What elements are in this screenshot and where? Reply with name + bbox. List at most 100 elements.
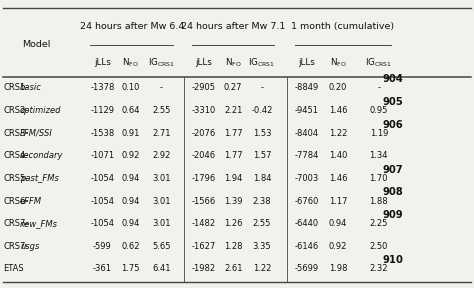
- Text: IG$_{\mathregular{CRS1}}$: IG$_{\mathregular{CRS1}}$: [148, 56, 175, 69]
- Text: -1071: -1071: [90, 151, 114, 160]
- Text: -6146: -6146: [295, 242, 319, 251]
- Text: 0.92: 0.92: [121, 151, 140, 160]
- Text: 909: 909: [383, 210, 403, 220]
- Text: secondary: secondary: [20, 151, 64, 160]
- Text: 0.94: 0.94: [121, 219, 140, 228]
- Text: 1.94: 1.94: [224, 174, 242, 183]
- Text: -1482: -1482: [192, 219, 216, 228]
- Text: 2.71: 2.71: [152, 129, 171, 138]
- Text: 0.64: 0.64: [121, 106, 140, 115]
- Text: 1.26: 1.26: [224, 219, 243, 228]
- Text: 1.98: 1.98: [329, 264, 347, 273]
- Text: CRS1-: CRS1-: [3, 84, 28, 92]
- Text: -5699: -5699: [295, 264, 319, 273]
- Text: 2.25: 2.25: [370, 219, 388, 228]
- Text: IG$_{\mathregular{CRS1}}$: IG$_{\mathregular{CRS1}}$: [365, 56, 392, 69]
- Text: 0.95: 0.95: [370, 106, 388, 115]
- Text: ETAS: ETAS: [3, 264, 24, 273]
- Text: N$_{\mathregular{FO}}$: N$_{\mathregular{FO}}$: [225, 56, 242, 69]
- Text: jLLs: jLLs: [195, 58, 212, 67]
- Text: -1054: -1054: [91, 219, 114, 228]
- Text: 3.01: 3.01: [152, 196, 171, 206]
- Text: 2.92: 2.92: [152, 151, 171, 160]
- Text: past_FMs: past_FMs: [20, 174, 59, 183]
- Text: 1 month (cumulative): 1 month (cumulative): [292, 22, 394, 31]
- Text: CRS7-: CRS7-: [3, 242, 28, 251]
- Text: basic: basic: [20, 84, 42, 92]
- Text: 2.50: 2.50: [370, 242, 388, 251]
- Text: -: -: [377, 84, 380, 92]
- Text: 910: 910: [383, 255, 403, 265]
- Text: -: -: [261, 84, 264, 92]
- Text: -2076: -2076: [192, 129, 216, 138]
- Text: -1054: -1054: [91, 196, 114, 206]
- Text: 0.27: 0.27: [224, 84, 243, 92]
- Text: -8849: -8849: [295, 84, 319, 92]
- Text: 0.92: 0.92: [329, 242, 347, 251]
- Text: usgs: usgs: [20, 242, 39, 251]
- Text: -1129: -1129: [91, 106, 114, 115]
- Text: -7003: -7003: [295, 174, 319, 183]
- Text: 3.01: 3.01: [152, 174, 171, 183]
- Text: N$_{\mathregular{FO}}$: N$_{\mathregular{FO}}$: [122, 56, 139, 69]
- Text: -3310: -3310: [192, 106, 216, 115]
- Text: -361: -361: [93, 264, 112, 273]
- Text: jLLs: jLLs: [299, 58, 315, 67]
- Text: 24 hours after Mw 6.4: 24 hours after Mw 6.4: [80, 22, 184, 31]
- Text: 1.17: 1.17: [329, 196, 347, 206]
- Text: FFM/SSI: FFM/SSI: [20, 129, 53, 138]
- Text: 0.94: 0.94: [121, 196, 140, 206]
- Text: -1796: -1796: [192, 174, 216, 183]
- Text: new_FMs: new_FMs: [20, 219, 58, 228]
- Text: -1538: -1538: [90, 129, 114, 138]
- Text: 0.10: 0.10: [121, 84, 140, 92]
- Text: 6.41: 6.41: [152, 264, 171, 273]
- Text: 2.55: 2.55: [152, 106, 171, 115]
- Text: eFFM: eFFM: [20, 196, 42, 206]
- Text: 2.55: 2.55: [253, 219, 271, 228]
- Text: CRS6-: CRS6-: [3, 196, 28, 206]
- Text: 1.70: 1.70: [370, 174, 388, 183]
- Text: 1.46: 1.46: [329, 106, 347, 115]
- Text: 2.61: 2.61: [224, 264, 243, 273]
- Text: 906: 906: [383, 120, 403, 130]
- Text: 3.35: 3.35: [253, 242, 271, 251]
- Text: jLLs: jLLs: [94, 58, 111, 67]
- Text: N$_{\mathregular{FO}}$: N$_{\mathregular{FO}}$: [330, 56, 346, 69]
- Text: 1.88: 1.88: [369, 196, 388, 206]
- Text: 1.84: 1.84: [253, 174, 271, 183]
- Text: -6760: -6760: [295, 196, 319, 206]
- Text: optimized: optimized: [20, 106, 62, 115]
- Text: 1.77: 1.77: [224, 151, 243, 160]
- Text: 1.46: 1.46: [329, 174, 347, 183]
- Text: 0.94: 0.94: [121, 174, 140, 183]
- Text: 1.22: 1.22: [329, 129, 347, 138]
- Text: 1.53: 1.53: [253, 129, 271, 138]
- Text: 1.22: 1.22: [253, 264, 271, 273]
- Text: 904: 904: [383, 74, 403, 84]
- Text: 0.94: 0.94: [329, 219, 347, 228]
- Text: 0.20: 0.20: [329, 84, 347, 92]
- Text: 24 hours after Mw 7.1: 24 hours after Mw 7.1: [181, 22, 285, 31]
- Text: 1.19: 1.19: [370, 129, 388, 138]
- Text: 3.01: 3.01: [152, 219, 171, 228]
- Text: 1.40: 1.40: [329, 151, 347, 160]
- Text: 905: 905: [383, 97, 403, 107]
- Text: 1.57: 1.57: [253, 151, 271, 160]
- Text: 1.75: 1.75: [121, 264, 140, 273]
- Text: -: -: [160, 84, 163, 92]
- Text: CRS7-: CRS7-: [3, 219, 28, 228]
- Text: CRS3-: CRS3-: [3, 129, 28, 138]
- Text: 2.38: 2.38: [253, 196, 271, 206]
- Text: -0.42: -0.42: [251, 106, 273, 115]
- Text: 0.62: 0.62: [121, 242, 140, 251]
- Text: IG$_{\mathregular{CRS1}}$: IG$_{\mathregular{CRS1}}$: [248, 56, 276, 69]
- Text: -6440: -6440: [295, 219, 319, 228]
- Text: 2.32: 2.32: [370, 264, 388, 273]
- Text: -2046: -2046: [192, 151, 216, 160]
- Text: -8404: -8404: [295, 129, 319, 138]
- Text: 908: 908: [383, 187, 403, 197]
- Text: Model: Model: [22, 40, 50, 49]
- Text: 1.39: 1.39: [224, 196, 243, 206]
- Text: CRS4-: CRS4-: [3, 151, 28, 160]
